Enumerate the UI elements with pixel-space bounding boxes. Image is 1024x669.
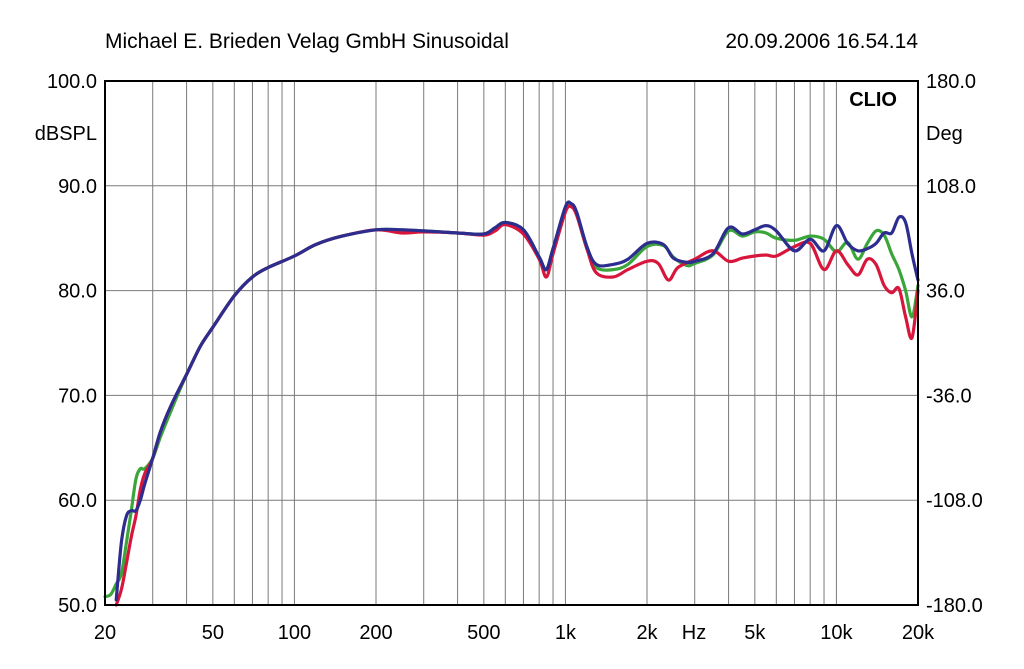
plot-curves bbox=[103, 200, 920, 607]
y2-axis-ticks: 180.0 108.0 36.0 -36.0 -108.0 -180.0 bbox=[926, 71, 983, 617]
y-tick-label: 90.0 bbox=[58, 176, 97, 198]
y-tick-label: 50.0 bbox=[58, 595, 97, 617]
x-tick-label: 500 bbox=[467, 622, 500, 644]
x-tick-label: 5k bbox=[744, 622, 766, 644]
header-left-text: Michael E. Brieden Velag GmbH Sinusoidal bbox=[105, 30, 509, 53]
y2-tick-label: 180.0 bbox=[926, 71, 976, 93]
y2-tick-label: -108.0 bbox=[926, 490, 983, 512]
y-tick-label: 70.0 bbox=[58, 385, 97, 407]
brand-label: CLIO bbox=[849, 89, 897, 111]
x-tick-label: 50 bbox=[202, 622, 224, 644]
x-tick-label: 100 bbox=[278, 622, 311, 644]
y2-tick-label: -36.0 bbox=[926, 385, 972, 407]
x-axis-ticks: 20 50 100 200 500 1k 2k 5k 10k 20k bbox=[94, 622, 935, 644]
y-axis-unit-label: dBSPL bbox=[35, 123, 97, 145]
header-right-text: 20.09.2006 16.54.14 bbox=[725, 30, 918, 53]
x-tick-label: 1k bbox=[555, 622, 577, 644]
y-axis-ticks: 100.0 90.0 80.0 70.0 60.0 50.0 bbox=[47, 71, 97, 617]
x-tick-label: 10k bbox=[820, 622, 853, 644]
series-line-red bbox=[114, 204, 920, 607]
plot-grid bbox=[105, 81, 918, 605]
x-tick-label: 2k bbox=[636, 622, 658, 644]
y-tick-label: 100.0 bbox=[47, 71, 97, 93]
x-tick-label: 200 bbox=[359, 622, 392, 644]
series-line-green bbox=[103, 202, 920, 599]
y2-axis-unit-label: Deg bbox=[926, 123, 963, 145]
series-line-blue bbox=[114, 200, 920, 602]
x-axis-unit-label: Hz bbox=[682, 622, 706, 644]
y-tick-label: 60.0 bbox=[58, 490, 97, 512]
x-tick-label: 20k bbox=[902, 622, 935, 644]
plot-frame bbox=[104, 80, 919, 606]
y-tick-label: 80.0 bbox=[58, 281, 97, 303]
y2-tick-label: 108.0 bbox=[926, 176, 976, 198]
y2-tick-label: 36.0 bbox=[926, 281, 965, 303]
x-tick-label: 20 bbox=[94, 622, 116, 644]
y2-tick-label: -180.0 bbox=[926, 595, 983, 617]
